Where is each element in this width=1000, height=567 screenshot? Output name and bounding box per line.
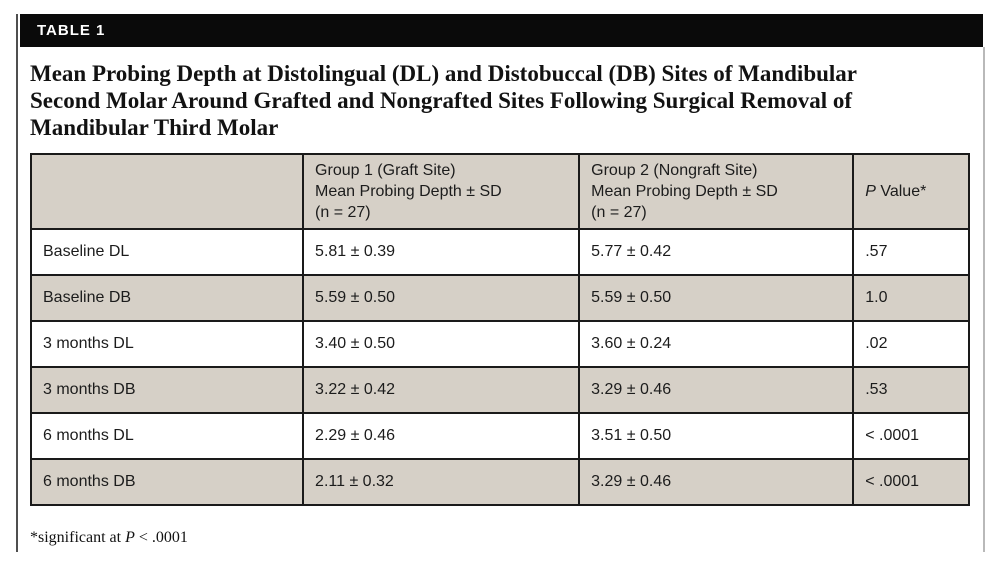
group2-value-cell: 5.59 ± 0.50 bbox=[578, 274, 855, 322]
group2-value-cell: 3.60 ± 0.24 bbox=[578, 320, 855, 368]
group2-value-cell: 3.51 ± 0.50 bbox=[578, 412, 855, 460]
table-title-line-2: Second Molar Around Grafted and Nongraft… bbox=[30, 88, 853, 113]
group1-value-cell: 3.22 ± 0.42 bbox=[302, 366, 581, 414]
group1-value-cell: 5.59 ± 0.50 bbox=[302, 274, 581, 322]
group2-value-cell: 3.29 ± 0.46 bbox=[578, 366, 855, 414]
table-title: Mean Probing Depth at Distolingual (DL) … bbox=[30, 60, 975, 141]
group2-value-cell: 3.29 ± 0.46 bbox=[578, 458, 855, 506]
table-footnote: *significant at P < .0001 bbox=[30, 529, 188, 547]
table-row: 6 months DB 2.11 ± 0.32 3.29 ± 0.46 < .0… bbox=[29, 458, 970, 506]
group1-value-cell: 2.11 ± 0.32 bbox=[302, 458, 581, 506]
column-header-group1: Group 1 (Graft Site) Mean Probing Depth … bbox=[302, 153, 581, 230]
table-row: 3 months DL 3.40 ± 0.50 3.60 ± 0.24 .02 bbox=[29, 320, 970, 368]
p-value-italic-p: P bbox=[865, 183, 876, 200]
group1-value-cell: 3.40 ± 0.50 bbox=[302, 320, 581, 368]
row-label-cell: 6 months DB bbox=[29, 458, 305, 506]
table-header-row: Group 1 (Graft Site) Mean Probing Depth … bbox=[29, 153, 970, 230]
p-value-cell: .02 bbox=[852, 320, 970, 368]
column-header-pvalue: P Value* bbox=[852, 153, 970, 230]
p-value-cell: < .0001 bbox=[852, 458, 970, 506]
p-value-cell: < .0001 bbox=[852, 412, 970, 460]
table-row: Baseline DL 5.81 ± 0.39 5.77 ± 0.42 .57 bbox=[29, 228, 970, 276]
right-vertical-rule bbox=[983, 47, 985, 552]
row-label-cell: 6 months DL bbox=[29, 412, 305, 460]
footnote-suffix: < .0001 bbox=[134, 529, 188, 546]
table-number-label: TABLE 1 bbox=[37, 22, 106, 39]
row-label-cell: 3 months DL bbox=[29, 320, 305, 368]
table-corner-cell bbox=[29, 153, 305, 230]
p-value-cell: .57 bbox=[852, 228, 970, 276]
group1-value-cell: 5.81 ± 0.39 bbox=[302, 228, 581, 276]
table-title-line-1: Mean Probing Depth at Distolingual (DL) … bbox=[30, 61, 858, 86]
probing-depth-table: Group 1 (Graft Site) Mean Probing Depth … bbox=[29, 153, 970, 506]
row-label-cell: 3 months DB bbox=[29, 366, 305, 414]
p-value-label-rest: Value* bbox=[875, 183, 927, 200]
table-row: 3 months DB 3.22 ± 0.42 3.29 ± 0.46 .53 bbox=[29, 366, 970, 414]
footnote-italic-p: P bbox=[125, 529, 135, 546]
row-label-cell: Baseline DB bbox=[29, 274, 305, 322]
table-row: Baseline DB 5.59 ± 0.50 5.59 ± 0.50 1.0 bbox=[29, 274, 970, 322]
p-value-cell: .53 bbox=[852, 366, 970, 414]
footnote-prefix: *significant at bbox=[30, 529, 126, 546]
row-label-cell: Baseline DL bbox=[29, 228, 305, 276]
column-header-group2: Group 2 (Nongraft Site) Mean Probing Dep… bbox=[578, 153, 855, 230]
left-vertical-rule bbox=[16, 14, 18, 552]
table-row: 6 months DL 2.29 ± 0.46 3.51 ± 0.50 < .0… bbox=[29, 412, 970, 460]
table-title-line-3: Mandibular Third Molar bbox=[30, 115, 279, 140]
p-value-cell: 1.0 bbox=[852, 274, 970, 322]
group2-value-cell: 5.77 ± 0.42 bbox=[578, 228, 855, 276]
group1-value-cell: 2.29 ± 0.46 bbox=[302, 412, 581, 460]
table-number-bar: TABLE 1 bbox=[20, 14, 983, 47]
